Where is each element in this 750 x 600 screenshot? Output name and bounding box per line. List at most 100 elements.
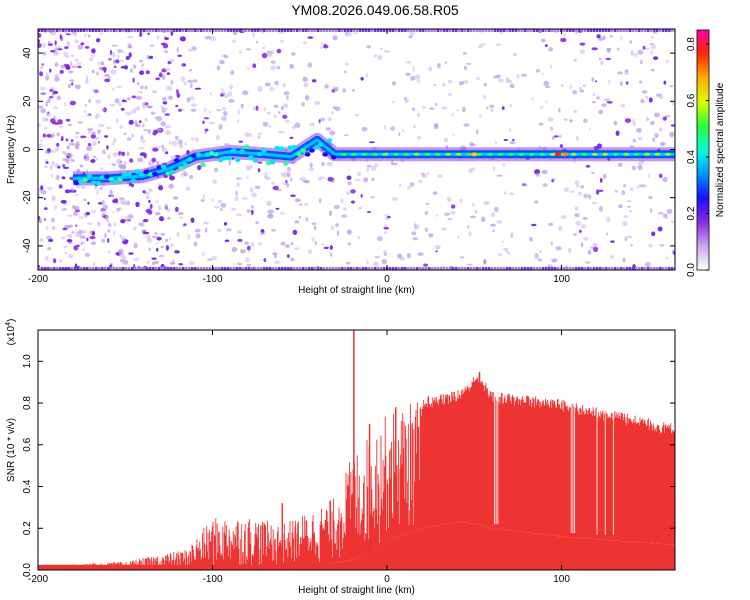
noise-dot [246,176,249,179]
noise-dot [133,64,137,69]
noise-dot [71,65,78,69]
noise-dot [404,98,410,103]
edge-band-top [548,29,551,32]
signal-blob [200,162,206,167]
noise-dot [51,195,56,202]
signal-blob [371,152,378,156]
noise-dot [568,190,575,193]
noise-dot [65,138,69,142]
noise-dot [336,230,339,236]
noise-dot [40,185,44,191]
noise-dot [551,179,554,183]
edge-band-top [305,29,308,32]
noise-dot [40,108,46,114]
noise-dot [101,108,105,112]
signal-blob [121,172,128,177]
edge-band-top [350,29,353,32]
noise-dot [345,261,351,265]
noise-dot [165,85,173,91]
noise-dot [604,98,611,101]
noise-dot [158,216,165,222]
noise-dot [170,155,177,159]
noise-dot [266,111,271,115]
edge-band-bottom [407,267,410,270]
edge-band-bottom [95,267,98,270]
noise-dot [57,45,62,49]
noise-dot [327,117,332,121]
edge-band-top [329,29,332,32]
noise-dot [512,138,515,142]
noise-dot [270,65,277,71]
edge-band-bottom [359,267,362,270]
edge-band-bottom [227,267,230,270]
edge-band-bottom [284,267,287,270]
signal-blob [104,174,110,179]
edge-band-top [659,29,662,32]
noise-dot [132,77,135,83]
noise-dot [86,237,89,242]
noise-dot [67,83,72,89]
edge-band-top [395,29,398,32]
noise-dot [133,242,138,249]
noise-dot [43,126,48,131]
edge-band-bottom [230,267,233,270]
noise-dot [278,130,285,134]
noise-dot [509,83,515,89]
noise-dot [156,115,163,122]
noise-dot [232,31,238,35]
edge-band-bottom [635,267,638,270]
edge-band-bottom [101,267,104,270]
noise-dot [61,208,66,212]
noise-dot [42,51,47,56]
noise-dot [58,184,63,189]
noise-dot [250,242,255,247]
signal-blob [256,151,263,157]
noise-dot [502,163,506,167]
noise-dot [84,33,87,38]
edge-band-top [278,29,281,32]
edge-band-top [128,29,131,32]
edge-band-top [539,29,542,32]
noise-dot [220,93,224,97]
noise-dot [77,121,83,124]
edge-band-top [302,29,305,32]
edge-band-bottom [305,267,308,270]
noise-dot [124,215,130,221]
edge-band-top [494,29,497,32]
noise-dot [149,162,154,167]
noise-dot [183,223,187,226]
noise-dot [137,91,143,94]
noise-dot [429,107,435,110]
edge-band-bottom [401,267,404,270]
noise-dot [118,163,122,168]
edge-band-bottom [194,267,197,270]
noise-dot [629,145,635,148]
noise-dot [97,141,100,144]
signal-blob [165,171,171,176]
noise-dot [626,199,632,203]
y-tick-label: -20 [22,190,33,205]
noise-dot [346,31,352,37]
noise-dot [137,81,140,86]
noise-dot [48,239,54,242]
noise-dot [126,151,130,157]
noise-dot [98,202,103,205]
edge-band-bottom [203,267,206,270]
edge-band-bottom [239,267,242,270]
noise-dot [164,204,168,209]
noise-dot [351,88,355,92]
noise-dot [168,95,174,100]
noise-dot [544,85,551,89]
noise-dot [270,60,276,64]
noise-dot [329,130,336,136]
noise-dot [202,252,205,257]
edge-band-top [626,29,629,32]
noise-dot [522,183,528,187]
noise-dot [91,89,95,92]
noise-dot [285,119,290,123]
noise-dot [451,112,454,117]
noise-dot [249,164,253,170]
edge-band-top [551,29,554,32]
noise-dot [291,52,296,56]
edge-band-top [389,29,392,32]
